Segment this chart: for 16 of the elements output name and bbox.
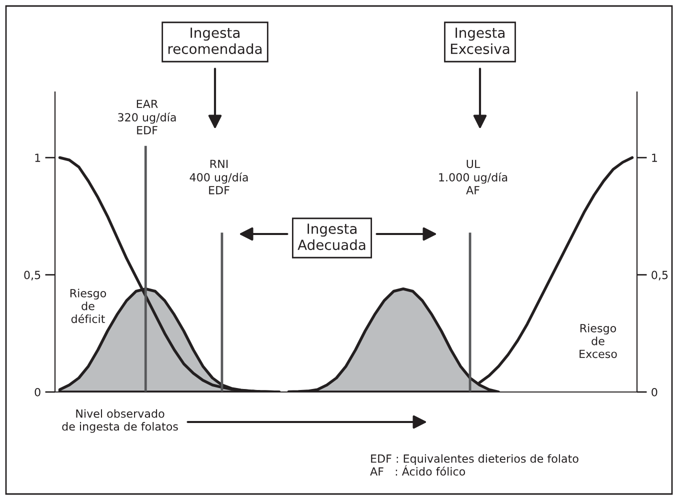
y2-tick-label: 1 <box>652 154 657 162</box>
y-tick-label: 0 <box>34 388 40 396</box>
text: EDF : Equivalentes dieterios de folato AF : Ácido fólico <box>370 454 578 476</box>
text: Nivel observado de ingesta de folatos <box>62 409 178 433</box>
text: Ingesta Excesiva <box>450 28 510 54</box>
annotation: EAR 320 ug/día EDF <box>118 100 176 134</box>
y-tick-label: 0,5 <box>24 270 40 280</box>
annotation: Riesgo de Exceso <box>580 324 617 358</box>
y-tick-label: 1 <box>35 154 40 162</box>
annotation: Riesgo de déficit <box>70 288 106 324</box>
annotation: Ingesta Adecuada <box>298 224 366 250</box>
y2-tick-label: 0 <box>652 388 658 396</box>
y2-tick-label: 0,5 <box>652 270 668 280</box>
text: Ingesta recomendada <box>168 28 262 54</box>
annotation: UL 1.000 ug/día AF <box>439 160 508 194</box>
annotation: RNI 400 ug/día EDF <box>190 160 248 194</box>
